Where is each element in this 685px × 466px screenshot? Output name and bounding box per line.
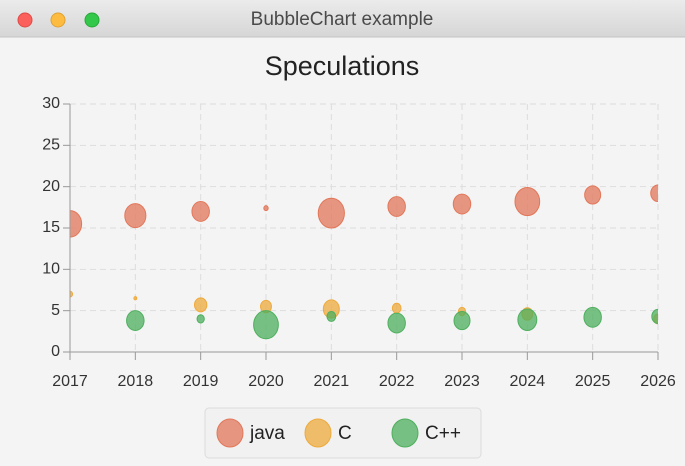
x-tick-label: 2023 [444, 373, 480, 390]
bubble [70, 290, 74, 298]
y-tick-label: 25 [42, 137, 60, 154]
bubble [387, 312, 406, 334]
bubble [452, 193, 472, 215]
bubble [514, 186, 541, 217]
y-tick-label: 30 [42, 95, 60, 112]
bubble [193, 297, 208, 313]
bubble [191, 201, 210, 222]
legend-swatch [216, 418, 244, 448]
bubble [584, 185, 602, 205]
bubble [326, 310, 337, 322]
x-tick-label: 2018 [118, 373, 154, 390]
bubble [650, 184, 658, 203]
bubble [317, 197, 345, 229]
legend-swatch [391, 418, 419, 448]
y-tick-label: 15 [42, 219, 60, 236]
legend-swatch [304, 418, 332, 448]
y-tick-label: 5 [51, 302, 60, 319]
legend-label: C++ [425, 423, 461, 444]
title-bar [0, 0, 685, 37]
x-tick-label: 2026 [640, 373, 676, 390]
bubble [651, 308, 658, 324]
bubble [387, 196, 406, 217]
zoom-button[interactable] [84, 12, 100, 28]
bubble [124, 203, 147, 229]
close-button[interactable] [17, 12, 33, 28]
x-tick-label: 2017 [52, 373, 88, 390]
y-tick-label: 10 [42, 261, 60, 278]
x-tick-label: 2025 [575, 373, 611, 390]
bubble [453, 310, 471, 331]
x-tick-label: 2020 [248, 373, 284, 390]
legend-label: C [338, 423, 352, 444]
bubble [263, 205, 269, 212]
bubble [583, 306, 602, 328]
chart-title: Speculations [265, 51, 420, 81]
legend-box [204, 407, 482, 459]
x-tick-label: 2021 [314, 373, 350, 390]
minimize-button[interactable] [50, 12, 66, 28]
bubble [517, 308, 538, 332]
bubble [391, 302, 402, 314]
bubble [196, 314, 205, 324]
y-tick-label: 0 [51, 343, 60, 360]
x-tick-label: 2019 [183, 373, 219, 390]
y-tick-label: 20 [42, 178, 60, 195]
bubble [126, 310, 145, 332]
x-tick-label: 2022 [379, 373, 415, 390]
window-title: BubbleChart example [251, 9, 434, 30]
x-tick-label: 2024 [510, 373, 546, 390]
legend-label: java [249, 423, 285, 444]
bubble [253, 310, 279, 340]
bubble [133, 296, 138, 301]
